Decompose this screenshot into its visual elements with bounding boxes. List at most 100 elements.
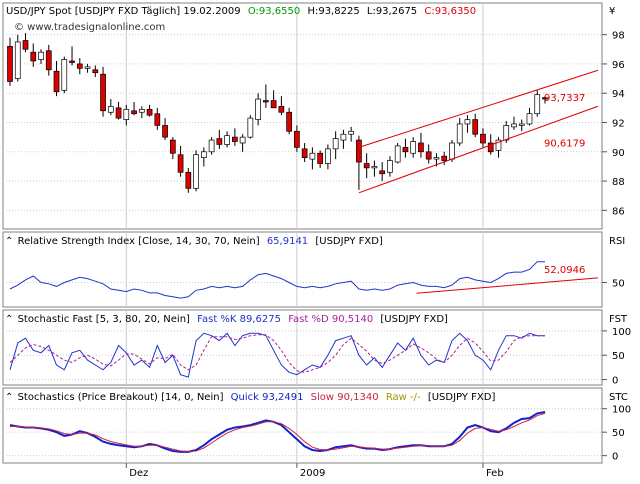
chart-symbol: USD/JPY Spot [USDJPY FXD Täglich] 19.02.… (6, 6, 241, 17)
rsi-trend-line (416, 277, 599, 294)
candle-down (363, 163, 370, 169)
candle-up (511, 123, 517, 128)
stoch-breakout-arrow-icon: ⌃ (5, 392, 13, 403)
stoch-fast-panel-frame (2, 309, 603, 386)
stoch-breakout-raw: Raw -/- (386, 392, 421, 403)
channel-upper-line (358, 69, 599, 148)
candle-down (76, 63, 83, 69)
slow-line (10, 412, 546, 452)
candle-down (301, 148, 308, 158)
price-panel-frame (2, 2, 603, 230)
rsi-source: [USDJPY FXD] (315, 236, 383, 247)
candle-down (278, 106, 285, 113)
candle-up (371, 166, 378, 169)
candle-up (247, 117, 254, 138)
candle-down (472, 119, 479, 135)
candle-down (418, 142, 424, 153)
candle-down (425, 151, 432, 160)
rsi-axis-label: RSI (609, 236, 625, 247)
candle-up (387, 160, 393, 173)
candle-up (239, 136, 246, 144)
candle-up (107, 106, 114, 113)
price-tick-label: 88 (612, 177, 625, 188)
candle-down (286, 111, 292, 132)
stoch-breakout-source: [USDJPY FXD] (428, 392, 496, 403)
candle-down (169, 139, 176, 154)
candle-down (92, 69, 99, 74)
candle-down (441, 155, 448, 161)
indicator-tick-label: 100 (612, 405, 631, 416)
candle-up (518, 123, 525, 126)
candle-down (30, 51, 37, 62)
candle-up (325, 148, 331, 164)
candle-down (162, 125, 168, 138)
candle-down (45, 50, 52, 71)
candle-up (38, 51, 44, 60)
candle-up (526, 113, 533, 125)
price-header: USD/JPY Spot [USDJPY FXD Täglich] 19.02.… (6, 6, 476, 17)
candle-down (356, 139, 362, 163)
candle-up (340, 133, 347, 141)
stoch-breakout-title: Stochastics (Price Breakout) [14, 0, Nei… (18, 392, 224, 403)
candle-down (131, 110, 137, 115)
price-tick-label: 98 (612, 31, 625, 42)
stoch-fast-axis-label: FST (609, 314, 628, 325)
candle-up (255, 98, 261, 120)
candle-up (348, 130, 355, 135)
candle-up (193, 154, 199, 189)
candle-down (7, 46, 13, 82)
quick-line (9, 411, 546, 453)
price-tick-label: 90 (612, 148, 625, 159)
candle-down (216, 138, 223, 145)
rsi-title: Relative Strength Index [Close, 14, 30, … (18, 236, 260, 247)
price-tick-label: 92 (612, 119, 625, 130)
price-tick-label: 96 (612, 60, 625, 71)
rsi-trend-label: 52,0946 (544, 265, 585, 276)
rsi-header: ⌃ Relative Strength Index [Close, 14, 30… (5, 236, 383, 247)
candle-up (138, 108, 145, 113)
candle-up (123, 108, 130, 120)
stoch-fast-d-value: Fast %D 90,5140 (288, 314, 373, 325)
x-tick-label: 2009 (300, 468, 325, 479)
currency-symbol: ¥ (609, 6, 615, 17)
candle-down (53, 70, 60, 93)
candle-up (208, 139, 215, 153)
stoch-fast-k-value: Fast %K 89,6275 (197, 314, 281, 325)
candle-up (84, 66, 91, 69)
stoch-fast-header: ⌃ Stochastic Fast [5, 3, 80, 20, Nein] F… (5, 314, 448, 325)
candle-up (503, 125, 510, 141)
x-tick-label: Dez (129, 468, 148, 479)
candle-down (115, 107, 122, 119)
stoch-fast-arrow-icon: ⌃ (5, 314, 13, 325)
indicator-tick-label: 50 (612, 351, 625, 362)
candle-up (449, 142, 455, 160)
rsi-line (9, 261, 545, 299)
low-value: L:93,2675 (367, 6, 417, 17)
stoch-breakout-quick: Quick 93,2491 (231, 392, 304, 403)
stoch-fast-title: Stochastic Fast [5, 3, 80, 20, Nein] (18, 314, 190, 325)
channel-lower-line (358, 105, 599, 194)
candle-down (270, 100, 277, 109)
indicator-tick-label: 50 (612, 279, 625, 290)
channel-upper-label: 93,7337 (544, 93, 585, 104)
chart-marks: Dez 2009 Feb 98 96 94 92 90 88 86 93,7337 90,6179 50… (7, 31, 631, 479)
candle-up (332, 138, 339, 150)
stoch-breakout-panel-frame (2, 387, 603, 464)
candle-up (14, 41, 21, 79)
candle-up (410, 141, 417, 154)
indicator-tick-label: 0 (612, 376, 618, 387)
channel-lower-label: 90,6179 (544, 139, 585, 150)
candle-down (146, 108, 153, 116)
stoch-breakout-slow: Slow 90,1340 (311, 392, 379, 403)
rsi-value: 65,9141 (267, 236, 308, 247)
high-value: H:93,8225 (307, 6, 359, 17)
candle-up (309, 152, 316, 160)
rsi-panel-frame (2, 231, 603, 308)
indicator-tick-label: 0 (612, 452, 618, 463)
candle-down (177, 154, 184, 173)
price-tick-label: 94 (612, 89, 625, 100)
stoch-breakout-axis-label: STC (609, 392, 628, 403)
candle-down (379, 170, 386, 175)
